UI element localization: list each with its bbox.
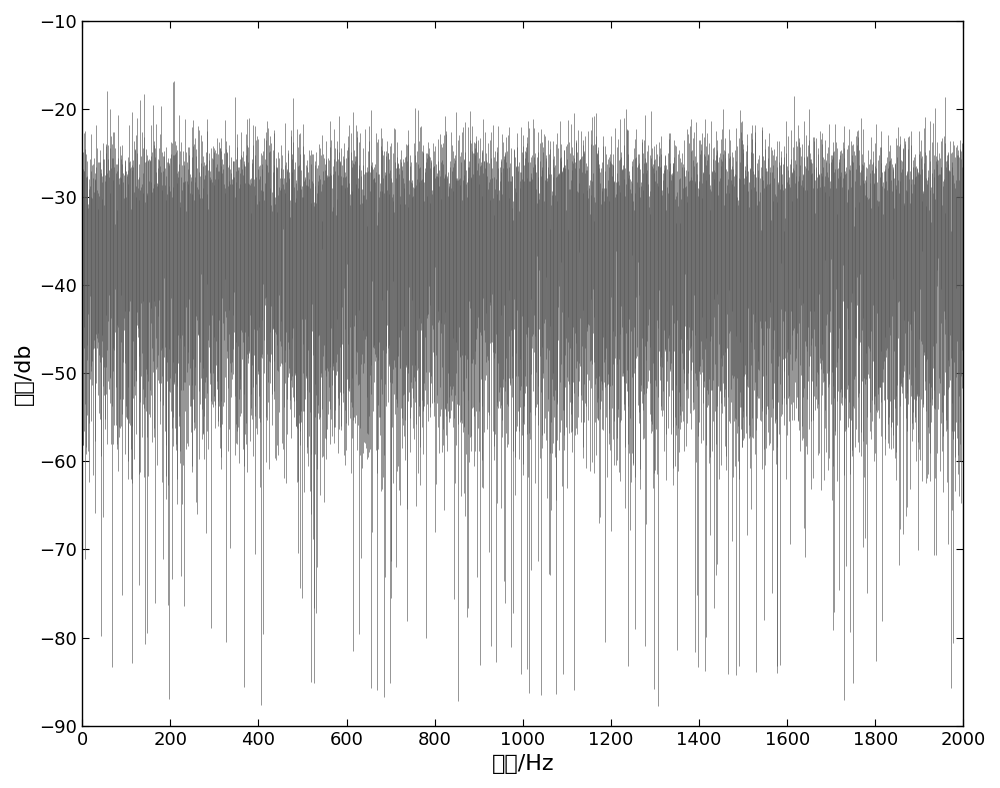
Y-axis label: 幅度/db: 幅度/db	[14, 342, 34, 404]
X-axis label: 频率/Hz: 频率/Hz	[492, 754, 554, 774]
